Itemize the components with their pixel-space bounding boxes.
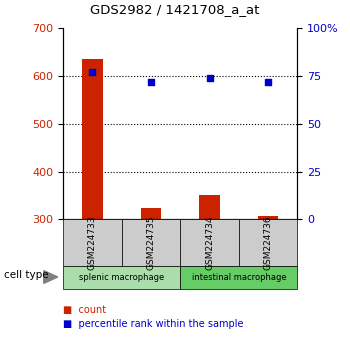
Bar [199,195,220,219]
Point [148,79,154,85]
Bar [258,216,279,219]
Text: GSM224733: GSM224733 [88,215,97,270]
Polygon shape [44,271,58,283]
Text: GSM224736: GSM224736 [264,215,273,270]
Point [90,69,95,75]
Text: cell type: cell type [4,270,48,280]
Text: ■  percentile rank within the sample: ■ percentile rank within the sample [63,319,244,329]
Text: splenic macrophage: splenic macrophage [79,273,164,281]
Bar [141,207,161,219]
Text: ■  count: ■ count [63,305,106,315]
Text: GDS2982 / 1421708_a_at: GDS2982 / 1421708_a_at [90,3,260,16]
Bar [82,59,103,219]
Text: GSM224734: GSM224734 [205,215,214,270]
Point [207,75,212,81]
Text: intestinal macrophage: intestinal macrophage [191,273,286,281]
Point [265,79,271,85]
Text: GSM224735: GSM224735 [146,215,155,270]
